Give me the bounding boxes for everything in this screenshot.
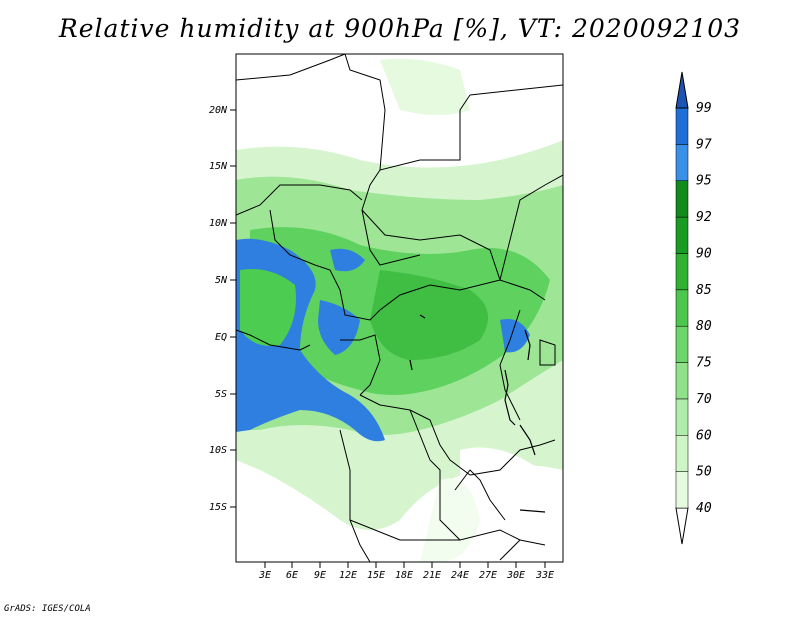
colorbar-label: 60 — [696, 428, 712, 443]
colorbar-swatch — [675, 216, 689, 254]
humidity-region-blue-3 — [500, 319, 530, 353]
humidity-region-darker — [370, 270, 488, 360]
longitude-axis: 3E 6E 9E 12E 15E 18E 21E 24E 27E 30E 33E — [258, 562, 554, 581]
colorbar-label: 70 — [696, 392, 712, 407]
colorbar-arrow-high — [675, 71, 689, 109]
colorbar-label: 80 — [696, 319, 712, 334]
colorbar-swatch — [675, 107, 689, 145]
colorbar-label: 40 — [696, 501, 712, 516]
colorbar-swatch — [675, 471, 689, 509]
country-borders — [236, 54, 563, 562]
latitude-axis: 20N 15N 10N 5N EQ 5S 10S 15S — [209, 105, 236, 513]
map-frame — [235, 53, 564, 563]
colorbar-swatch — [675, 362, 689, 400]
colorbar-swatch — [675, 253, 689, 291]
colorbar-swatch — [675, 289, 689, 327]
lon-tick-label: 21E — [423, 570, 441, 581]
humidity-region-blue-inner — [240, 269, 296, 346]
lat-tick-label: 5N — [215, 275, 228, 286]
lon-tick-label: 6E — [286, 570, 298, 581]
humidity-region-dry-south — [420, 478, 480, 562]
humidity-field — [236, 54, 563, 562]
colorbar-swatch — [675, 435, 689, 472]
lon-tick-label: 27E — [479, 570, 497, 581]
colorbar-swatch — [675, 398, 689, 436]
colorbar-label: 75 — [696, 356, 712, 371]
colorbar-arrow-low — [675, 507, 689, 545]
colorbar-label: 92 — [696, 210, 712, 225]
colorbar-label: 50 — [696, 465, 712, 480]
colorbar: 40 50 60 70 75 80 85 90 92 95 97 99 — [675, 71, 712, 545]
lon-tick-label: 24E — [451, 570, 469, 581]
colorbar-label: 99 — [696, 101, 712, 116]
lat-tick-label: 10S — [209, 445, 227, 456]
colorbar-label: 95 — [696, 174, 712, 189]
colorbar-swatch — [675, 180, 689, 218]
lon-tick-label: 12E — [339, 570, 357, 581]
lon-tick-label: 9E — [314, 570, 326, 581]
humidity-region-blue-4 — [330, 248, 365, 272]
lat-tick-label: 20N — [209, 105, 228, 116]
lat-tick-label: 10N — [209, 218, 228, 229]
colorbar-label: 97 — [696, 137, 712, 152]
lat-tick-label: 15N — [209, 161, 228, 172]
lake-outlines — [409, 314, 546, 513]
colorbar-swatch — [675, 144, 689, 181]
colorbar-label: 90 — [696, 246, 712, 261]
lat-tick-label: 5S — [215, 389, 227, 400]
lat-tick-label: EQ — [215, 332, 227, 343]
humidity-region-dry-sw — [236, 470, 330, 562]
colorbar-label: 85 — [696, 283, 712, 298]
lat-tick-label: 15S — [209, 502, 227, 513]
lon-tick-label: 15E — [367, 570, 385, 581]
lon-tick-label: 33E — [535, 570, 554, 581]
lon-tick-label: 3E — [258, 570, 271, 581]
colorbar-swatch — [675, 325, 689, 363]
lon-tick-label: 30E — [506, 570, 525, 581]
humidity-region-light-2 — [380, 58, 470, 115]
lon-tick-label: 18E — [395, 570, 413, 581]
humidity-region-blue-2 — [318, 300, 360, 355]
chart-title: Relative humidity at 900hPa [%], VT: 202… — [58, 14, 742, 43]
grads-credit: GrADS: IGES/COLA — [4, 604, 91, 614]
